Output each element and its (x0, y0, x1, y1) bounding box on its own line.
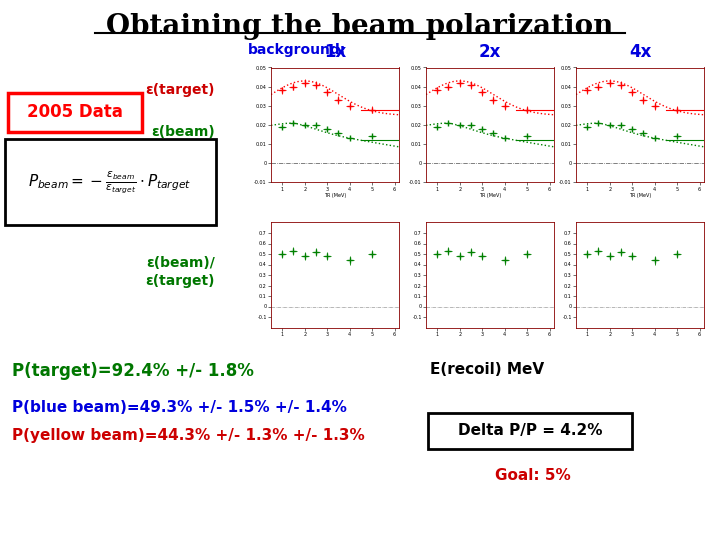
FancyBboxPatch shape (8, 93, 142, 132)
X-axis label: TR (MeV): TR (MeV) (479, 193, 501, 198)
Text: P(blue beam)=49.3% +/- 1.5% +/- 1.4%: P(blue beam)=49.3% +/- 1.5% +/- 1.4% (12, 400, 347, 415)
Text: Delta P/P = 4.2%: Delta P/P = 4.2% (458, 423, 602, 438)
Text: P(yellow beam)=44.3% +/- 1.3% +/- 1.3%: P(yellow beam)=44.3% +/- 1.3% +/- 1.3% (12, 428, 365, 443)
Text: 1x: 1x (324, 43, 346, 61)
X-axis label: TR (MeV): TR (MeV) (629, 193, 651, 198)
Text: ε(beam)/
ε(target): ε(beam)/ ε(target) (145, 256, 215, 288)
Text: ε(beam): ε(beam) (151, 125, 215, 139)
FancyBboxPatch shape (5, 139, 216, 225)
Text: E(recoil) MeV: E(recoil) MeV (430, 362, 544, 377)
X-axis label: TR (MeV): TR (MeV) (324, 193, 346, 198)
Text: $P_{beam} = -\frac{\varepsilon_{beam}}{\varepsilon_{target}} \cdot P_{target}$: $P_{beam} = -\frac{\varepsilon_{beam}}{\… (28, 169, 192, 195)
FancyBboxPatch shape (428, 413, 632, 449)
Text: Obtaining the beam polarization: Obtaining the beam polarization (107, 13, 613, 40)
Text: background:: background: (248, 43, 346, 57)
Text: ε(target): ε(target) (145, 83, 215, 97)
Text: 4x: 4x (629, 43, 651, 61)
Text: P(target)=92.4% +/- 1.8%: P(target)=92.4% +/- 1.8% (12, 362, 254, 380)
Text: 2x: 2x (479, 43, 501, 61)
Text: Goal: 5%: Goal: 5% (495, 468, 571, 483)
Text: 2005 Data: 2005 Data (27, 103, 123, 121)
